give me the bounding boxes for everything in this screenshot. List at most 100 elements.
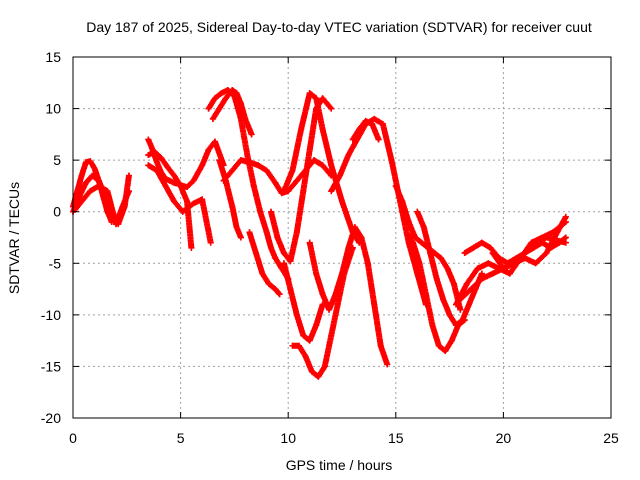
data-point xyxy=(216,105,223,112)
data-point xyxy=(339,270,345,277)
y-tick-label: 15 xyxy=(45,49,61,65)
data-point xyxy=(474,265,481,272)
series-arc19 xyxy=(392,182,464,313)
data-point xyxy=(306,146,313,153)
data-point xyxy=(207,239,214,246)
data-point xyxy=(190,177,197,184)
data-point xyxy=(444,265,451,272)
data-point xyxy=(543,249,550,256)
data-point xyxy=(153,159,160,166)
data-point xyxy=(95,182,102,189)
series-arc9 xyxy=(216,157,244,241)
data-point xyxy=(302,353,309,360)
data-point xyxy=(125,172,132,179)
series-arc8 xyxy=(209,87,255,138)
data-point xyxy=(487,244,494,251)
data-point xyxy=(276,291,283,298)
data-point xyxy=(164,164,171,171)
data-point xyxy=(463,280,470,287)
data-point xyxy=(351,224,358,231)
series-markers xyxy=(216,157,244,241)
data-point xyxy=(199,162,206,169)
data-point xyxy=(209,115,216,122)
data-point xyxy=(145,151,152,158)
data-point xyxy=(233,90,240,97)
data-point xyxy=(371,115,378,122)
data-point xyxy=(272,286,279,293)
data-point xyxy=(485,260,492,267)
series-arc5 xyxy=(145,148,195,251)
data-point xyxy=(125,188,132,195)
data-point xyxy=(158,155,165,162)
x-tick-label: 0 xyxy=(69,430,77,446)
x-tick-label: 10 xyxy=(280,430,296,446)
data-point xyxy=(229,87,236,94)
data-point xyxy=(450,280,457,287)
data-point xyxy=(345,244,352,251)
data-point xyxy=(375,136,382,143)
data-point xyxy=(418,239,425,246)
data-point xyxy=(313,95,320,102)
data-point xyxy=(184,183,191,190)
data-point xyxy=(435,342,442,349)
data-point xyxy=(166,177,173,184)
data-points xyxy=(70,87,569,380)
data-point xyxy=(410,239,417,246)
data-point xyxy=(422,291,429,298)
data-point xyxy=(104,188,111,195)
data-point xyxy=(237,100,244,107)
data-point xyxy=(218,90,225,97)
data-point xyxy=(76,193,83,200)
x-tick-label: 5 xyxy=(177,430,185,446)
data-point xyxy=(119,203,126,210)
data-point xyxy=(113,221,120,228)
data-point xyxy=(364,260,371,267)
chart-title: Day 187 of 2025, Sidereal Day-to-day VTE… xyxy=(86,19,592,35)
data-point xyxy=(89,172,96,179)
data-point xyxy=(420,224,427,231)
data-point xyxy=(220,177,227,184)
data-point xyxy=(233,224,240,231)
series-arc12 xyxy=(267,95,335,265)
x-tick-label: 20 xyxy=(496,430,512,446)
data-point xyxy=(332,291,339,298)
data-point xyxy=(334,301,341,308)
data-point xyxy=(315,373,322,380)
data-point xyxy=(371,301,378,308)
data-point xyxy=(448,337,455,344)
data-point xyxy=(82,179,89,186)
data-point xyxy=(289,342,296,349)
data-point xyxy=(384,361,391,368)
data-point xyxy=(306,337,313,344)
data-point xyxy=(470,244,477,251)
data-point xyxy=(151,148,158,155)
series-markers xyxy=(145,162,214,246)
data-point xyxy=(177,182,184,189)
data-point xyxy=(319,126,326,133)
data-point xyxy=(453,301,460,308)
y-tick-label: 0 xyxy=(53,204,61,220)
data-point xyxy=(328,105,335,112)
data-point xyxy=(267,244,274,251)
data-point xyxy=(319,162,326,169)
data-point xyxy=(453,322,460,329)
data-point xyxy=(328,332,335,339)
data-point xyxy=(345,151,352,158)
data-point xyxy=(358,234,365,241)
data-point xyxy=(478,270,485,277)
data-point xyxy=(403,229,410,236)
data-point xyxy=(339,198,345,205)
data-point xyxy=(179,208,186,215)
data-point xyxy=(562,234,569,241)
data-point xyxy=(242,115,249,122)
data-point xyxy=(562,213,569,220)
data-point xyxy=(95,177,102,184)
data-point xyxy=(287,258,294,265)
data-point xyxy=(272,255,279,262)
data-point xyxy=(311,157,318,164)
data-point xyxy=(356,126,363,133)
data-point xyxy=(328,162,335,169)
data-point xyxy=(91,165,98,172)
data-point xyxy=(459,317,466,324)
data-point xyxy=(489,249,496,256)
